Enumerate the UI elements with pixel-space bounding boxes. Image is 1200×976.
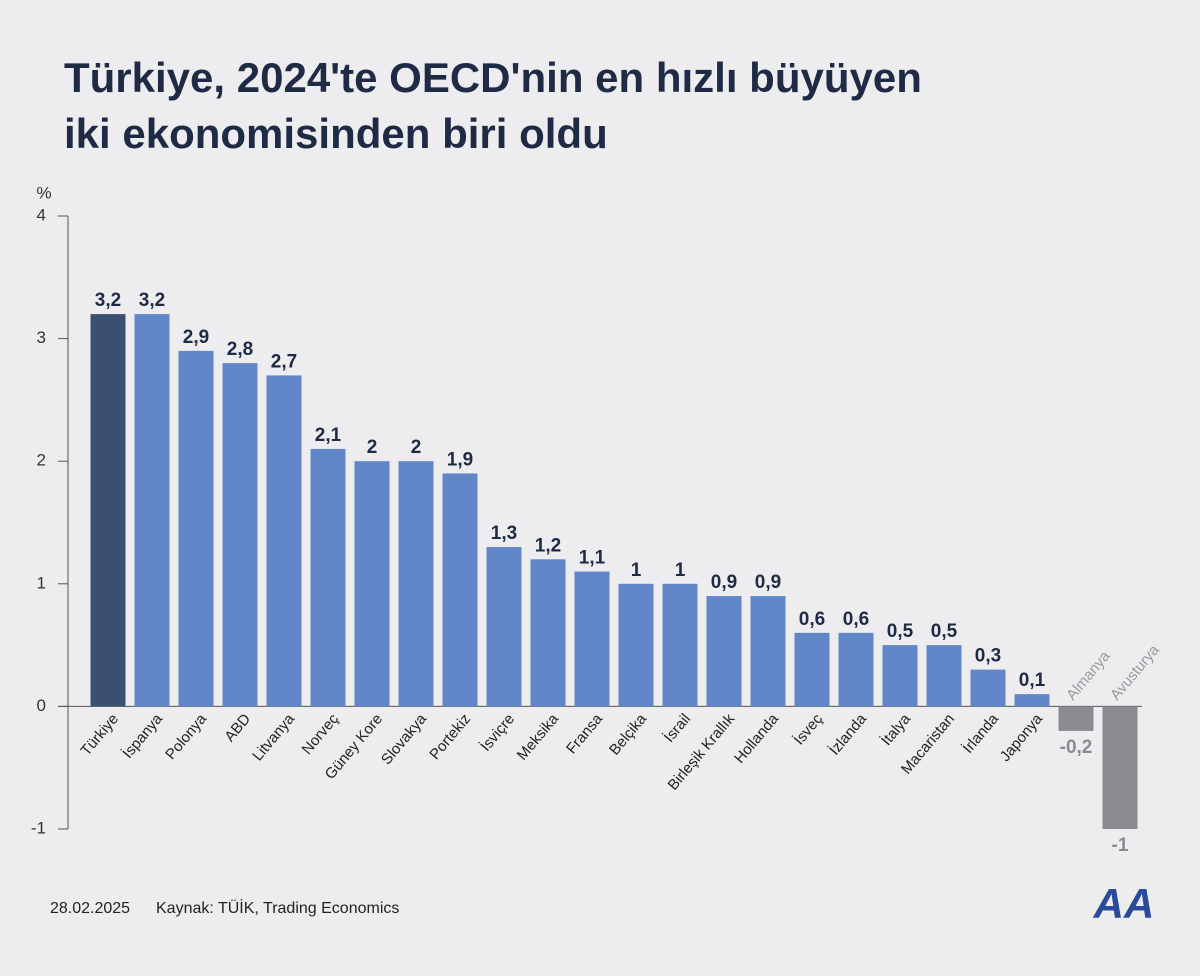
value-label: -0,2: [1060, 737, 1093, 758]
bar: [970, 669, 1006, 707]
x-tick-label: İtalya: [877, 709, 914, 749]
bar: [618, 583, 654, 707]
value-label: 1,3: [491, 523, 517, 544]
x-tick-label: Belçika: [606, 710, 651, 758]
bar: [398, 461, 434, 707]
bar: [134, 314, 170, 707]
chart-title: Türkiye, 2024'te OECD'nin en hızlı büyüy…: [64, 54, 922, 101]
value-label: 2,8: [227, 339, 253, 360]
value-label: 3,2: [139, 290, 165, 311]
x-tick-label: Japonya: [997, 710, 1047, 765]
value-label: 2: [411, 437, 422, 458]
value-label: 1,1: [579, 548, 606, 569]
value-label: 3,2: [95, 290, 121, 311]
value-label: 0,9: [711, 572, 737, 593]
logo: AA: [1093, 880, 1155, 927]
x-tick-label: İsviçre: [476, 710, 518, 755]
value-label: 0,6: [799, 609, 825, 630]
x-tick-label: Hollanda: [731, 710, 783, 767]
bar: [310, 448, 346, 707]
x-tick-label: Almanya: [1063, 647, 1114, 703]
value-label: 1: [631, 560, 642, 581]
date: 28.02.2025: [50, 900, 130, 917]
x-tick-label: Avusturya: [1107, 641, 1163, 703]
bar: [222, 363, 258, 707]
y-tick-label: 4: [37, 205, 46, 224]
y-tick-label: 3: [37, 328, 46, 347]
value-label: 0,3: [975, 646, 1001, 667]
value-label: 2: [367, 437, 378, 458]
bar: [486, 547, 522, 707]
bar: [574, 571, 610, 707]
bar: [838, 632, 874, 707]
x-tick-label: İrlanda: [959, 709, 1003, 756]
bar: [926, 645, 962, 707]
value-label: 0,5: [931, 621, 958, 642]
x-tick-label: İsveç: [790, 710, 827, 749]
value-label: 2,7: [271, 351, 297, 372]
bar: [530, 559, 566, 707]
bar: [90, 314, 126, 707]
x-tick-label: Meksika: [514, 710, 563, 764]
value-label: 1,2: [535, 535, 561, 556]
value-label: 2,1: [315, 425, 342, 446]
x-tick-label: İspanya: [119, 709, 167, 761]
x-tick-label: Polonya: [162, 710, 210, 763]
bar: [1058, 706, 1094, 731]
chart-title: iki ekonomisinden biri oldu: [64, 110, 608, 157]
value-label: 1,9: [447, 449, 473, 470]
bar: [794, 632, 830, 707]
x-tick-label: Slovakya: [378, 710, 431, 768]
bar: [442, 473, 478, 707]
value-label: 0,9: [755, 572, 781, 593]
bar: [662, 583, 698, 707]
y-tick-label: 0: [37, 696, 46, 715]
bar: [266, 375, 302, 707]
x-tick-label: Portekiz: [426, 711, 474, 763]
bar: [1102, 706, 1138, 829]
bar: [706, 596, 742, 707]
x-tick-label: ABD: [221, 710, 254, 745]
bar: [750, 596, 786, 707]
x-tick-label: Fransa: [563, 710, 606, 757]
value-label: 2,9: [183, 327, 209, 348]
x-tick-label: İsrail: [660, 710, 694, 746]
x-tick-label: Türkiye: [77, 711, 122, 760]
value-label: 0,6: [843, 609, 869, 630]
x-tick-label: İzlanda: [825, 709, 870, 758]
bar: [882, 645, 918, 707]
value-label: -1: [1112, 835, 1129, 856]
value-label: 0,1: [1019, 670, 1046, 691]
x-tick-label: Litvanya: [249, 710, 298, 764]
y-tick-label: 1: [37, 573, 46, 592]
bar: [354, 461, 390, 707]
bar: [1014, 694, 1050, 707]
bar: [178, 350, 214, 707]
value-label: 0,5: [887, 621, 914, 642]
source: Kaynak: TÜİK, Trading Economics: [156, 898, 399, 917]
y-axis-label: %: [36, 183, 51, 202]
value-label: 1: [675, 560, 686, 581]
x-tick-label: Norveç: [299, 710, 343, 758]
y-tick-label: 2: [37, 451, 46, 470]
y-tick-label: -1: [31, 818, 46, 837]
